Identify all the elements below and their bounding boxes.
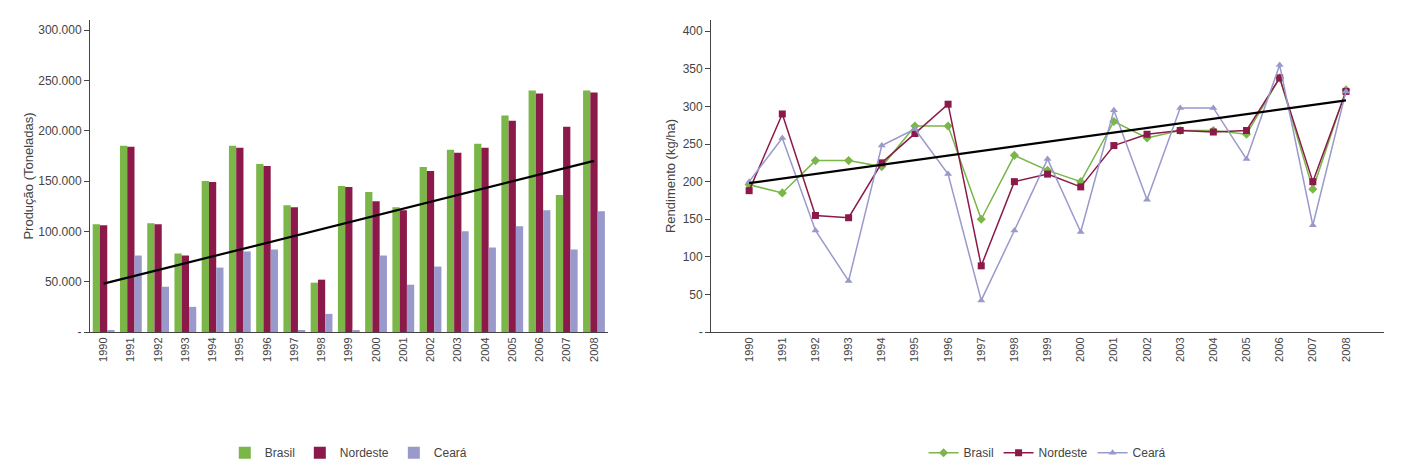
svg-text:1991: 1991 (124, 337, 136, 361)
svg-text:1997: 1997 (288, 337, 300, 361)
svg-text:250: 250 (683, 137, 703, 151)
svg-text:200.000: 200.000 (38, 124, 82, 138)
svg-text:100.000: 100.000 (38, 225, 82, 239)
svg-text:2002: 2002 (424, 337, 436, 361)
svg-text:Ceará: Ceará (1133, 446, 1166, 460)
svg-text:1999: 1999 (342, 337, 354, 361)
svg-text:50: 50 (689, 288, 703, 302)
svg-text:2003: 2003 (1174, 337, 1186, 361)
svg-text:-: - (78, 325, 82, 339)
svg-text:2006: 2006 (533, 337, 545, 361)
svg-text:1998: 1998 (1008, 337, 1020, 361)
svg-text:2004: 2004 (1207, 337, 1219, 361)
svg-text:1992: 1992 (152, 337, 164, 361)
svg-text:150: 150 (683, 212, 703, 226)
svg-text:Produção (Toneladas): Produção (Toneladas) (21, 112, 36, 239)
svg-text:200: 200 (683, 175, 703, 189)
svg-text:300.000: 300.000 (38, 23, 82, 37)
svg-text:1995: 1995 (233, 337, 245, 361)
svg-text:2008: 2008 (1340, 337, 1352, 361)
svg-text:2001: 2001 (397, 337, 409, 361)
svg-text:2001: 2001 (1107, 337, 1119, 361)
svg-text:2006: 2006 (1273, 337, 1285, 361)
svg-text:Brasil: Brasil (265, 446, 295, 460)
svg-text:-: - (699, 325, 703, 339)
svg-text:1990: 1990 (97, 337, 109, 361)
svg-text:1999: 1999 (1041, 337, 1053, 361)
svg-text:400: 400 (683, 24, 703, 38)
svg-text:1993: 1993 (179, 337, 191, 361)
svg-text:2004: 2004 (479, 337, 491, 361)
svg-text:1996: 1996 (942, 337, 954, 361)
svg-text:1994: 1994 (206, 337, 218, 361)
svg-text:2002: 2002 (1141, 337, 1153, 361)
svg-text:1998: 1998 (315, 337, 327, 361)
svg-text:Nordeste: Nordeste (340, 446, 389, 460)
svg-text:1991: 1991 (776, 337, 788, 361)
svg-text:1992: 1992 (809, 337, 821, 361)
svg-text:50.000: 50.000 (45, 275, 82, 289)
svg-text:2007: 2007 (560, 337, 572, 361)
svg-text:2005: 2005 (1240, 337, 1252, 361)
svg-text:Rendimento (kg/ha): Rendimento (kg/ha) (663, 119, 678, 233)
svg-text:2005: 2005 (506, 337, 518, 361)
svg-text:2008: 2008 (588, 337, 600, 361)
svg-text:Brasil: Brasil (964, 446, 994, 460)
svg-text:1995: 1995 (909, 337, 921, 361)
svg-text:1996: 1996 (261, 337, 273, 361)
svg-text:2000: 2000 (1074, 337, 1086, 361)
svg-text:Ceará: Ceará (434, 446, 467, 460)
svg-text:150.000: 150.000 (38, 174, 82, 188)
svg-text:350: 350 (683, 62, 703, 76)
svg-text:2000: 2000 (370, 337, 382, 361)
svg-text:1990: 1990 (743, 337, 755, 361)
svg-text:Nordeste: Nordeste (1039, 446, 1088, 460)
svg-text:2007: 2007 (1306, 337, 1318, 361)
svg-text:300: 300 (683, 100, 703, 114)
svg-text:1997: 1997 (975, 337, 987, 361)
svg-text:1994: 1994 (875, 337, 887, 361)
svg-text:250.000: 250.000 (38, 74, 82, 88)
svg-text:2003: 2003 (451, 337, 463, 361)
svg-text:1993: 1993 (842, 337, 854, 361)
svg-text:100: 100 (683, 250, 703, 264)
